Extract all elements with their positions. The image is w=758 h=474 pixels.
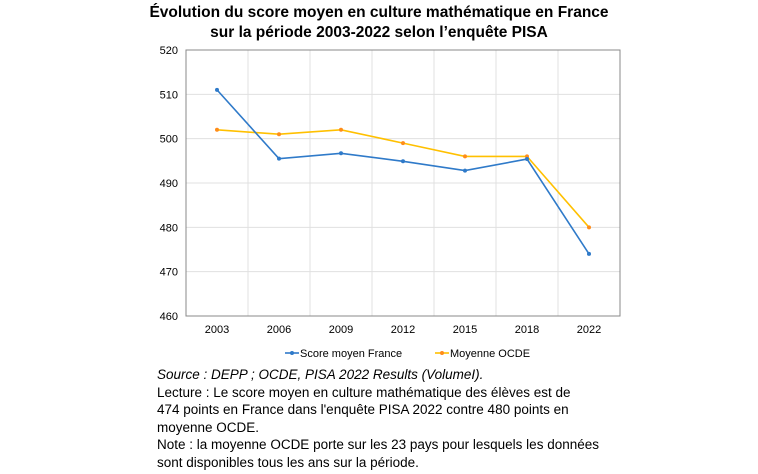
chart-notes: Source : DEPP ; OCDE, PISA 2022 Results … <box>157 366 757 472</box>
x-tick-label: 2009 <box>329 324 353 336</box>
data-point-ocde <box>215 127 219 132</box>
y-tick-label: 520 <box>160 45 178 57</box>
legend-marker-0 <box>290 351 294 355</box>
y-tick-label: 480 <box>160 222 178 234</box>
data-point-ocde <box>339 127 343 132</box>
x-tick-label: 2015 <box>453 324 477 336</box>
chart-title-line-2: sur la période 2003-2022 selon l’enquête… <box>210 24 548 41</box>
x-tick-label: 2022 <box>577 324 601 336</box>
lecture-line-1: Lecture : Le score moyen en culture math… <box>157 384 571 400</box>
y-tick-label: 470 <box>160 267 178 279</box>
data-point-france <box>587 251 591 256</box>
note-line-2: sont disponibles tous les ans sur la pér… <box>157 454 419 470</box>
data-point-france <box>401 159 405 164</box>
x-tick-label: 2003 <box>205 324 229 336</box>
x-tick-label: 2006 <box>267 324 291 336</box>
data-point-ocde <box>463 154 467 159</box>
y-tick-label: 490 <box>160 178 178 190</box>
data-point-france <box>339 151 343 156</box>
legend-label-0: Score moyen France <box>300 348 402 360</box>
legend-marker-1 <box>440 351 444 355</box>
data-point-france <box>463 168 467 173</box>
chart-title-line-1: Évolution du score moyen en culture math… <box>149 4 609 21</box>
line-chart: 460 470 480 490 500 510 520 2003 2006 2009 2012 201… <box>160 45 621 360</box>
y-tick-label: 510 <box>160 89 178 101</box>
lecture-line-2: 474 points en France dans l'enquête PISA… <box>157 402 569 418</box>
data-point-ocde <box>587 225 591 230</box>
y-tick-label: 460 <box>160 311 178 323</box>
plot-area-border <box>185 49 621 317</box>
y-tick-label: 500 <box>160 134 178 146</box>
data-point-france <box>525 157 529 162</box>
series-line-france <box>216 89 590 255</box>
data-point-ocde <box>401 141 405 146</box>
note-line-1: Note : la moyenne OCDE porte sur les 23 … <box>157 437 599 453</box>
data-point-ocde <box>277 132 281 137</box>
chart-title: Évolution du score moyen en culture math… <box>0 3 758 43</box>
data-point-france <box>215 87 219 92</box>
x-tick-label: 2012 <box>391 324 415 336</box>
x-tick-label: 2018 <box>515 324 539 336</box>
source-text: Source : DEPP ; OCDE, PISA 2022 Results … <box>157 367 484 382</box>
legend-label-1: Moyenne OCDE <box>450 348 530 360</box>
lecture-line-3: moyenne OCDE. <box>157 419 260 435</box>
data-point-france <box>277 156 281 161</box>
